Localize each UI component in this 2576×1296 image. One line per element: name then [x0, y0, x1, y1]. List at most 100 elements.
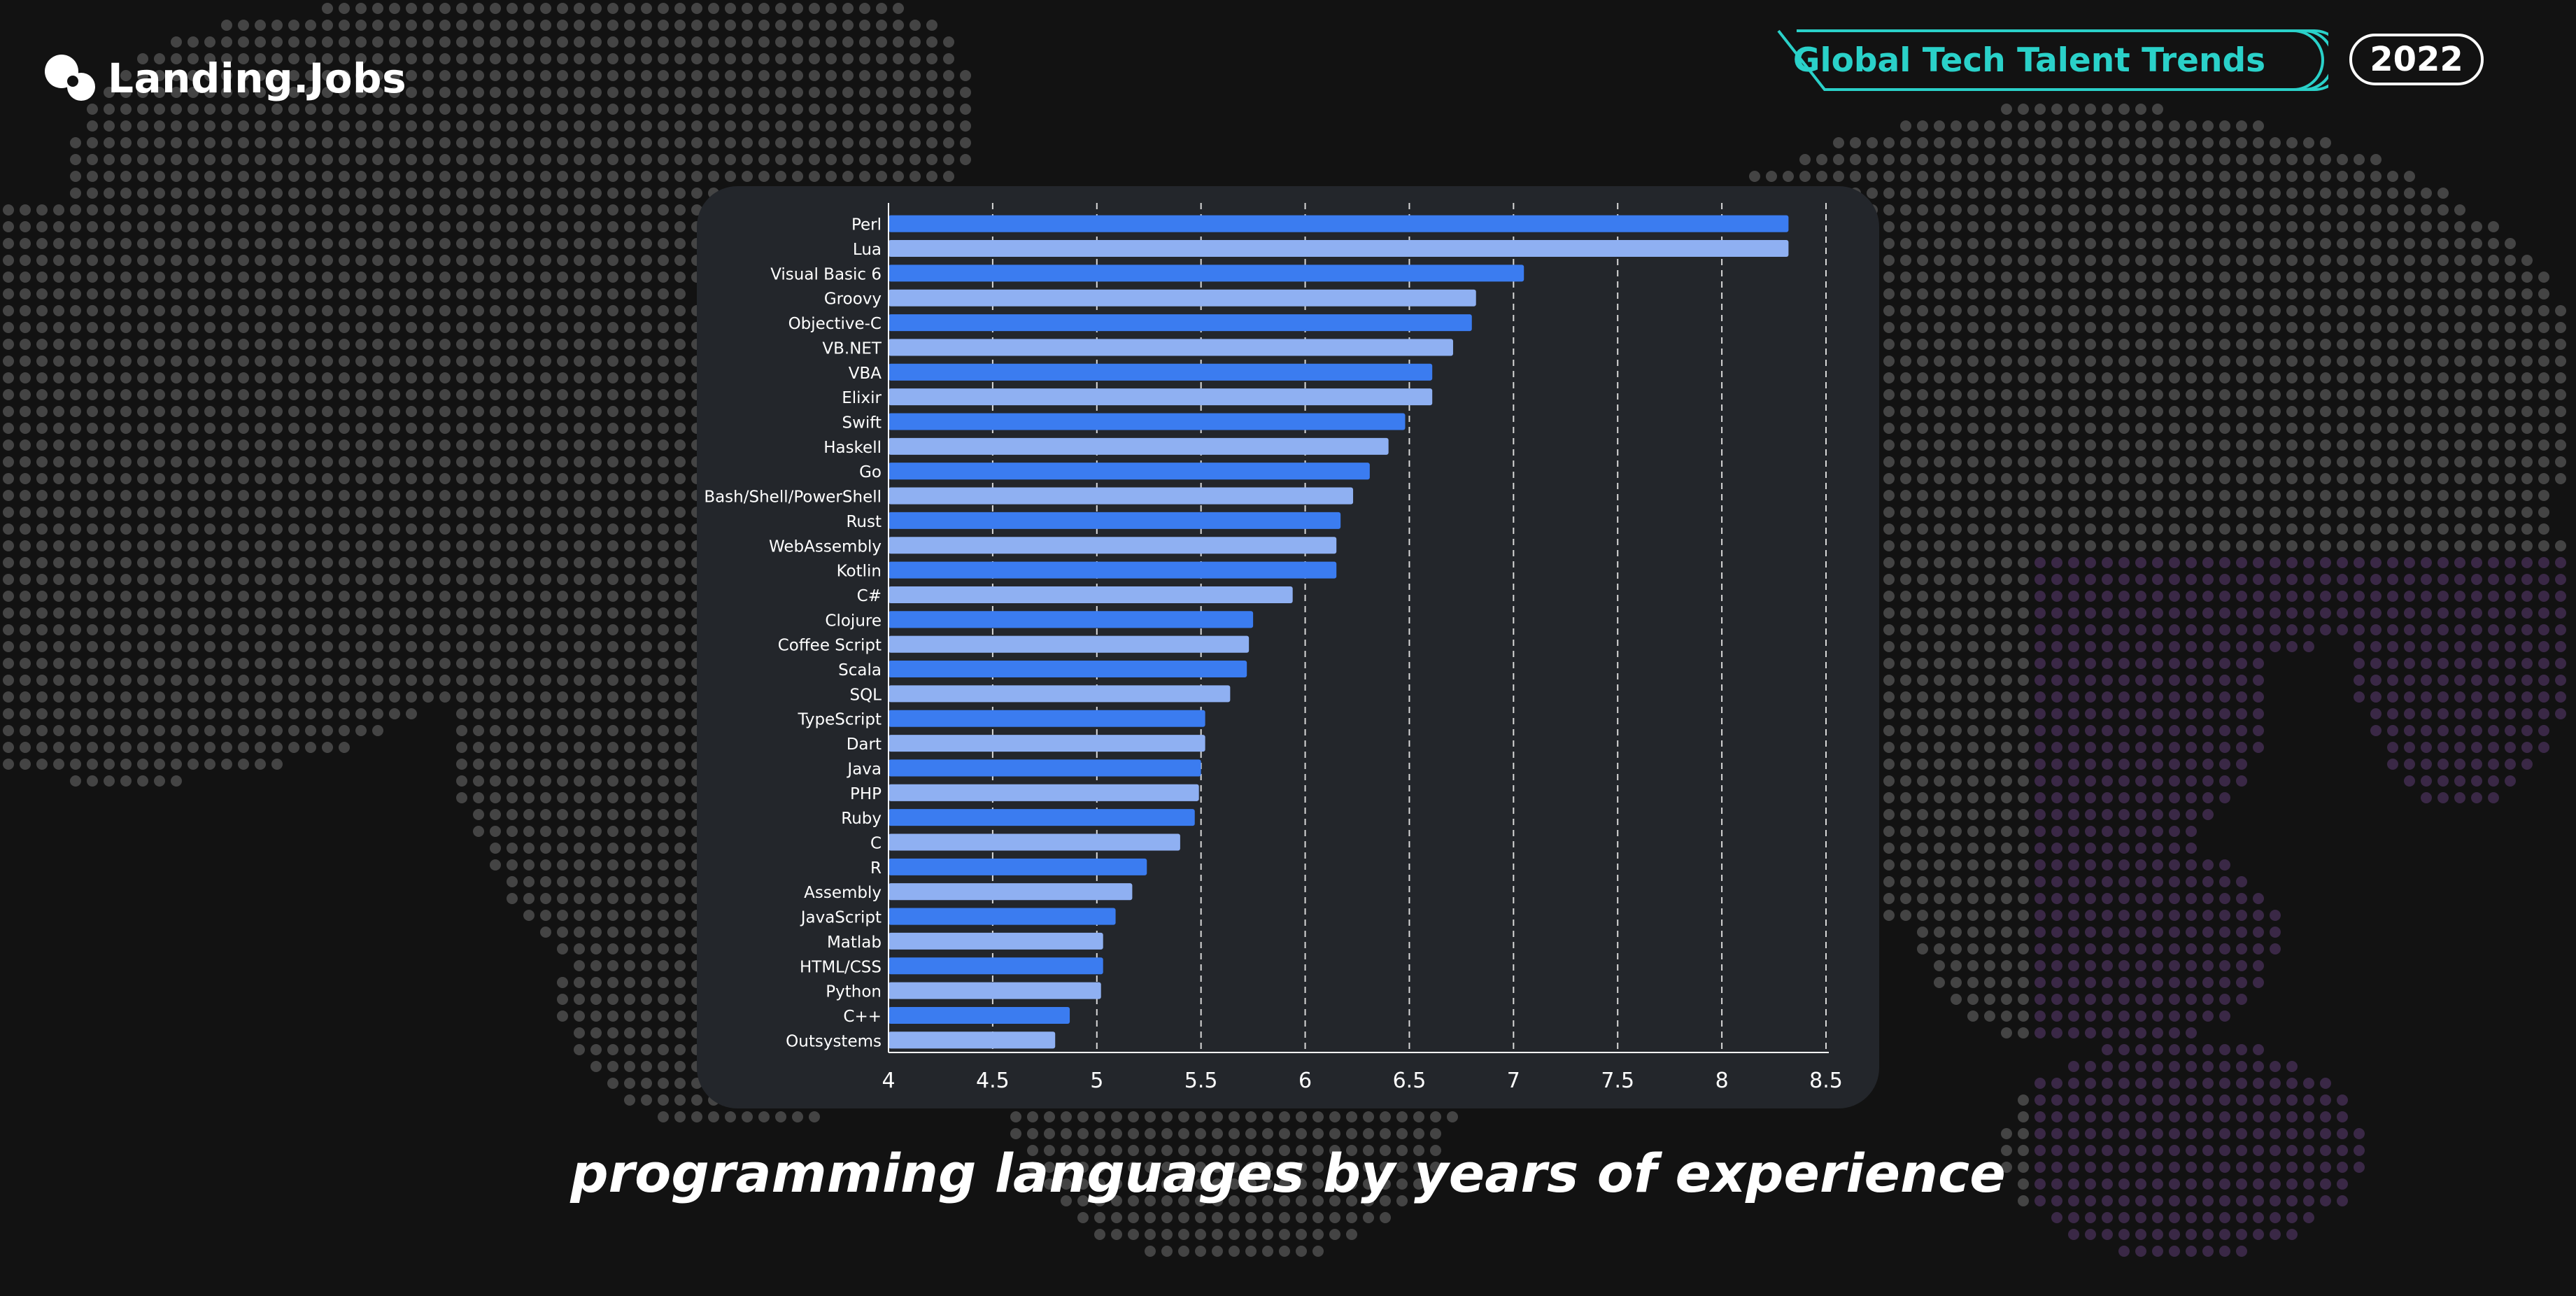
map-dot: [590, 507, 602, 518]
map-dot: [288, 607, 299, 619]
map-dot: [557, 339, 568, 350]
map-dot: [2118, 843, 2130, 854]
map-dot: [204, 372, 215, 383]
map-dot: [2051, 423, 2062, 434]
map-dot: [1951, 490, 1962, 501]
map-dot: [2001, 406, 2012, 417]
map-dot: [641, 120, 652, 132]
map-dot: [389, 322, 400, 333]
map-dot: [2421, 188, 2432, 199]
map-dot: [1900, 154, 1911, 165]
map-dot: [641, 53, 652, 64]
map-dot: [2354, 423, 2365, 434]
map-dot: [641, 792, 652, 803]
map-dot: [1917, 859, 1928, 871]
map-dot: [658, 490, 669, 501]
map-dot: [406, 171, 417, 182]
map-dot: [2354, 439, 2365, 451]
map-dot: [2505, 507, 2516, 518]
map-dot: [2270, 624, 2281, 635]
map-dot: [2051, 792, 2062, 803]
map-dot: [2169, 355, 2180, 367]
map-dot: [104, 607, 115, 619]
map-dot: [557, 221, 568, 232]
map-dot: [2169, 691, 2180, 703]
map-dot: [1951, 389, 1962, 400]
map-dot: [389, 389, 400, 400]
map-dot: [2202, 507, 2214, 518]
map-dot: [171, 675, 182, 686]
map-dot: [674, 523, 686, 535]
map-dot: [2253, 188, 2264, 199]
map-dot: [2034, 204, 2046, 216]
map-dot: [187, 708, 199, 719]
map-dot: [590, 893, 602, 904]
map-dot: [2236, 624, 2247, 635]
map-dot: [1883, 456, 1895, 467]
map-dot: [624, 775, 635, 787]
map-dot: [590, 355, 602, 367]
map-dot: [2488, 708, 2499, 719]
map-dot: [2488, 439, 2499, 451]
map-dot: [590, 792, 602, 803]
map-dot: [2253, 607, 2264, 619]
map-dot: [2169, 775, 2180, 787]
map-dot: [372, 591, 383, 602]
map-dot: [154, 624, 165, 635]
map-dot: [490, 759, 501, 770]
map-dot: [658, 87, 669, 98]
map-dot: [2118, 322, 2130, 333]
map-dot: [120, 423, 132, 434]
map-dot: [439, 221, 451, 232]
map-dot: [87, 591, 98, 602]
map-dot: [2051, 339, 2062, 350]
map-dot: [1900, 204, 1911, 216]
map-dot: [540, 288, 551, 300]
map-dot: [590, 339, 602, 350]
map-dot: [322, 20, 333, 31]
map-dot: [423, 456, 434, 467]
map-dot: [2471, 507, 2482, 518]
map-dot: [2437, 221, 2449, 232]
map-dot: [1951, 221, 1962, 232]
map-dot: [607, 607, 618, 619]
map-dot: [2303, 288, 2314, 300]
map-dot: [406, 305, 417, 316]
map-dot: [2253, 456, 2264, 467]
map-dot: [87, 624, 98, 635]
map-dot: [53, 473, 64, 484]
map-dot: [2051, 255, 2062, 266]
map-dot: [590, 523, 602, 535]
map-dot: [641, 775, 652, 787]
map-dot: [2471, 473, 2482, 484]
map-dot: [490, 137, 501, 148]
map-dot: [2085, 305, 2096, 316]
map-dot: [2521, 725, 2533, 736]
map-dot: [876, 70, 887, 81]
map-dot: [2034, 406, 2046, 417]
map-dot: [910, 171, 921, 182]
map-dot: [1917, 204, 1928, 216]
map-dot: [607, 490, 618, 501]
map-dot: [658, 171, 669, 182]
map-dot: [2505, 339, 2516, 350]
map-dot: [2404, 775, 2415, 787]
map-dot: [439, 557, 451, 568]
map-dot: [2068, 507, 2079, 518]
map-dot: [305, 53, 316, 64]
map-dot: [2118, 876, 2130, 887]
map-dot: [2202, 725, 2214, 736]
map-dot: [221, 339, 232, 350]
map-dot: [36, 507, 48, 518]
map-dot: [2404, 188, 2415, 199]
map-dot: [2521, 423, 2533, 434]
map-dot: [406, 238, 417, 249]
map-dot: [2471, 624, 2482, 635]
map-dot: [70, 490, 81, 501]
map-dot: [288, 658, 299, 669]
map-dot: [691, 120, 702, 132]
map-dot: [20, 658, 31, 669]
map-dot: [2051, 725, 2062, 736]
map-dot: [490, 104, 501, 115]
map-dot: [2152, 691, 2163, 703]
